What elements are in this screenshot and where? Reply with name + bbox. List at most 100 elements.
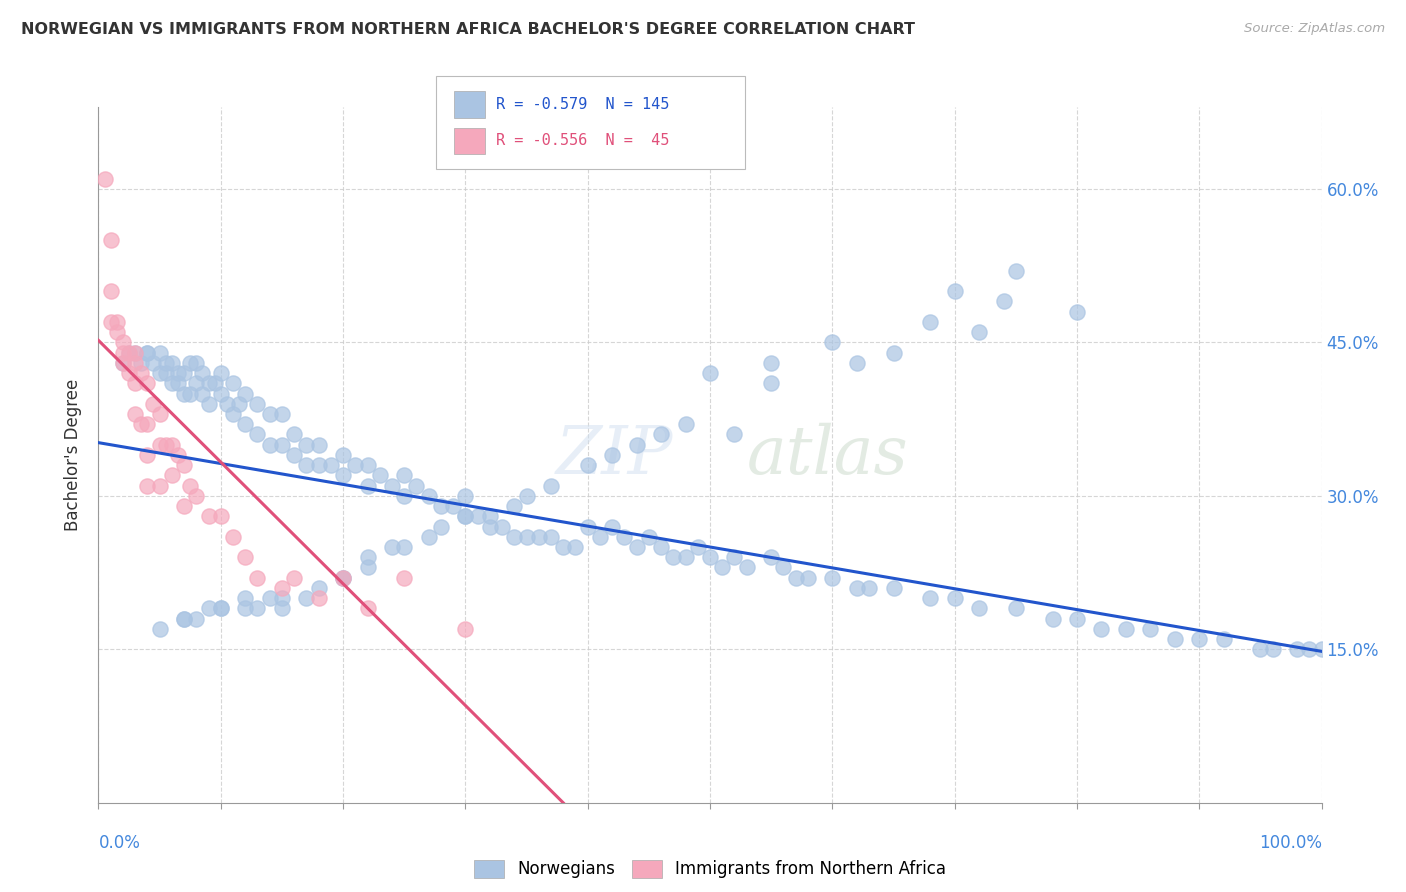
Point (160, 356, 183, 370)
Point (650, 427, 672, 442)
Point (270, 438, 294, 452)
Point (356, 458, 378, 472)
Point (308, 581, 330, 595)
Point (149, 478, 172, 492)
Point (142, 356, 165, 370)
Point (283, 571, 305, 585)
Point (1212, 632, 1234, 646)
Point (149, 345, 172, 359)
Point (638, 530, 661, 544)
Point (332, 468, 354, 483)
Point (129, 356, 152, 370)
Point (454, 622, 477, 636)
Point (785, 571, 807, 585)
Point (270, 407, 294, 421)
Point (173, 386, 195, 401)
Point (209, 601, 232, 615)
Point (761, 356, 783, 370)
Point (111, 356, 134, 370)
Point (209, 366, 232, 380)
Point (821, 571, 844, 585)
Point (197, 397, 219, 411)
Point (1066, 304, 1088, 318)
Text: R = -0.579  N = 145: R = -0.579 N = 145 (496, 97, 669, 112)
Point (1115, 622, 1137, 636)
Point (124, 376, 146, 391)
Point (381, 478, 404, 492)
Point (186, 376, 208, 391)
Point (1004, 601, 1026, 615)
Point (124, 345, 146, 359)
Point (392, 489, 416, 503)
Point (943, 284, 966, 298)
Point (478, 509, 501, 524)
Point (283, 427, 305, 442)
Point (613, 530, 636, 544)
Point (197, 509, 219, 524)
Text: 0.0%: 0.0% (98, 834, 141, 852)
Point (405, 478, 427, 492)
Point (173, 458, 195, 472)
Point (295, 438, 318, 452)
Point (246, 397, 269, 411)
Point (515, 530, 537, 544)
Point (111, 335, 134, 350)
Point (270, 581, 294, 595)
Point (228, 397, 250, 411)
Point (222, 376, 245, 391)
Point (222, 530, 245, 544)
Point (160, 438, 183, 452)
Point (332, 571, 354, 585)
Point (1004, 264, 1026, 278)
Point (1090, 622, 1112, 636)
Point (344, 458, 367, 472)
Point (967, 325, 990, 339)
Point (259, 407, 281, 421)
Point (149, 438, 172, 452)
Point (167, 448, 190, 462)
Point (381, 540, 404, 554)
Point (821, 335, 844, 350)
Point (100, 284, 122, 298)
Point (209, 601, 232, 615)
Point (1261, 642, 1284, 657)
Point (418, 489, 440, 503)
Point (173, 612, 195, 626)
Point (233, 417, 256, 432)
Point (173, 499, 195, 513)
Point (136, 417, 159, 432)
Point (772, 560, 794, 574)
Point (155, 438, 177, 452)
Point (136, 376, 159, 391)
Point (111, 345, 134, 359)
Point (160, 376, 183, 391)
Point (204, 376, 226, 391)
Point (503, 499, 526, 513)
Point (179, 478, 201, 492)
Point (246, 601, 269, 615)
Point (356, 478, 378, 492)
Point (797, 571, 820, 585)
Point (179, 386, 201, 401)
Point (270, 591, 294, 606)
Point (392, 540, 416, 554)
Point (118, 366, 141, 380)
Point (920, 315, 942, 329)
Point (699, 366, 721, 380)
Point (222, 407, 245, 421)
Point (186, 612, 208, 626)
Point (136, 448, 159, 462)
Text: Source: ZipAtlas.com: Source: ZipAtlas.com (1244, 22, 1385, 36)
Point (564, 540, 586, 554)
Point (118, 345, 141, 359)
Point (129, 417, 152, 432)
Point (215, 397, 238, 411)
Point (478, 519, 501, 533)
Point (883, 345, 905, 359)
Point (100, 233, 122, 247)
Point (1249, 642, 1271, 657)
Text: 100.0%: 100.0% (1258, 834, 1322, 852)
Point (883, 581, 905, 595)
Point (1042, 612, 1064, 626)
Point (1286, 642, 1309, 657)
